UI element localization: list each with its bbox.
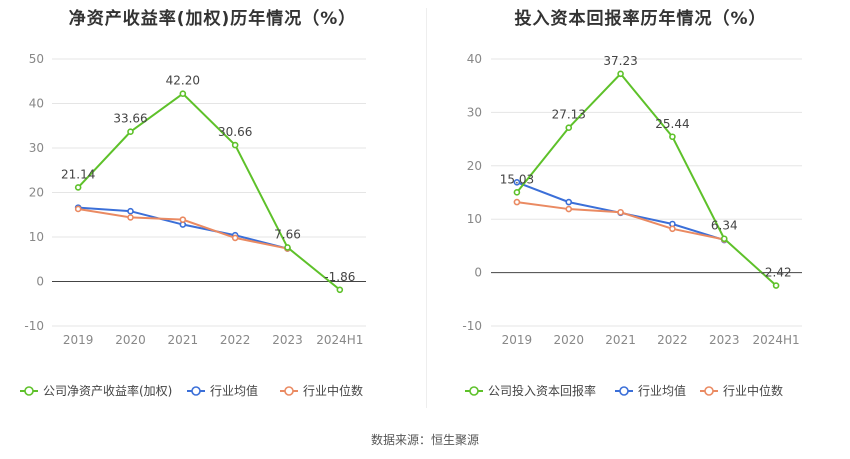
data-point-median[interactable] xyxy=(513,198,521,206)
data-point-median[interactable] xyxy=(231,234,239,242)
data-label: -2.42 xyxy=(761,266,792,280)
legend-label-company[interactable]: 公司净资产收益率(加权) xyxy=(43,383,172,398)
data-point-company[interactable] xyxy=(513,189,521,196)
x-tick-label: 2020 xyxy=(115,333,146,347)
roic-line-chart: -10 0 10 20 30 40 2019 2020 2021 2022 2023 2024H1 15… xyxy=(462,52,802,398)
x-tick-label: 2019 xyxy=(502,333,533,347)
y-tick-label: 0 xyxy=(36,275,44,289)
y-tick-label: 10 xyxy=(467,212,482,226)
y-tick-label: 10 xyxy=(29,230,44,244)
x-tick-label: 2020 xyxy=(553,333,584,347)
x-tick-label: 2023 xyxy=(709,333,740,347)
data-label: 6.34 xyxy=(711,219,738,233)
data-point-company[interactable] xyxy=(336,286,344,294)
series-line-company xyxy=(77,92,341,291)
data-label: 15.03 xyxy=(500,172,534,186)
legend-marker-dot[interactable] xyxy=(284,386,294,396)
x-tick-label: 2022 xyxy=(657,333,688,347)
data-point-company[interactable] xyxy=(565,124,573,132)
data-point-median[interactable] xyxy=(179,216,187,223)
data-point-median[interactable] xyxy=(74,205,82,213)
data-point-median[interactable] xyxy=(669,225,676,233)
data-point-median[interactable] xyxy=(565,205,573,213)
data-point-median[interactable] xyxy=(617,208,624,216)
data-source-note: 数据来源：恒生聚源 xyxy=(370,433,479,447)
data-label: 7.66 xyxy=(274,227,301,241)
roic-chart-title: 投入资本回报率历年情况（%） xyxy=(514,9,767,29)
roe-line-chart: -10 0 10 20 30 40 50 2019 2020 2021 2022 2023 2024H1… xyxy=(20,52,366,398)
data-point-company[interactable] xyxy=(284,244,291,251)
series-line-median xyxy=(516,201,725,241)
data-point-company[interactable] xyxy=(772,282,780,289)
data-label: 37.23 xyxy=(603,54,637,68)
legend-label-avg[interactable]: 行业均值 xyxy=(638,383,686,398)
y-tick-label: 20 xyxy=(29,186,44,200)
legend-label-median[interactable]: 行业中位数 xyxy=(723,383,783,398)
y-tick-label: -10 xyxy=(462,319,482,333)
legend-marker-dot[interactable] xyxy=(704,386,714,396)
data-label: 21.14 xyxy=(61,167,95,181)
legend-marker-dot[interactable] xyxy=(24,386,34,396)
data-point-avg[interactable] xyxy=(513,179,521,186)
data-label: -1.86 xyxy=(324,270,355,284)
y-tick-label: 30 xyxy=(29,141,44,155)
panel-divider xyxy=(426,8,427,408)
legend-marker-dot[interactable] xyxy=(469,386,479,396)
x-tick-label: 2024H1 xyxy=(752,333,799,347)
data-point-company[interactable] xyxy=(231,141,239,149)
x-tick-label: 2024H1 xyxy=(316,333,363,347)
data-label: 42.20 xyxy=(166,74,200,88)
y-tick-label: 50 xyxy=(29,52,44,66)
y-tick-label: -10 xyxy=(24,319,44,333)
data-label: 25.44 xyxy=(655,117,689,131)
roe-chart-panel: 净资产收益率(加权)历年情况（%） -10 0 10 20 30 40 50 2019 2020… xyxy=(0,0,425,420)
data-point-avg[interactable] xyxy=(127,207,134,215)
series-line-median xyxy=(78,207,288,250)
x-tick-label: 2022 xyxy=(220,333,251,347)
roic-chart-panel: 投入资本回报率历年情况（%） -10 0 10 20 30 40 2019 2020 2021 2… xyxy=(428,0,850,420)
data-point-company[interactable] xyxy=(617,70,624,78)
y-tick-label: 0 xyxy=(474,266,482,280)
roe-chart-title: 净资产收益率(加权)历年情况（%） xyxy=(68,9,357,29)
data-point-company[interactable] xyxy=(179,90,187,98)
legend-label-median[interactable]: 行业中位数 xyxy=(303,383,363,398)
x-tick-label: 2023 xyxy=(272,333,303,347)
legend-label-avg[interactable]: 行业均值 xyxy=(210,383,258,398)
data-label: 30.66 xyxy=(218,125,252,139)
data-point-company[interactable] xyxy=(127,128,134,136)
data-point-company[interactable] xyxy=(74,184,82,191)
y-tick-label: 40 xyxy=(467,52,482,66)
x-tick-label: 2021 xyxy=(168,333,199,347)
data-point-median[interactable] xyxy=(127,214,134,221)
data-label: 27.13 xyxy=(552,108,586,122)
legend-marker-dot[interactable] xyxy=(191,386,201,396)
series-line-company xyxy=(516,72,777,287)
y-tick-label: 30 xyxy=(467,105,482,119)
data-point-company[interactable] xyxy=(720,235,728,243)
x-tick-label: 2021 xyxy=(605,333,636,347)
x-tick-label: 2019 xyxy=(63,333,94,347)
y-tick-label: 40 xyxy=(29,97,44,111)
legend-marker-dot[interactable] xyxy=(619,386,629,396)
legend-label-company[interactable]: 公司投入资本回报率 xyxy=(488,383,596,398)
data-point-avg[interactable] xyxy=(565,198,573,206)
data-point-company[interactable] xyxy=(669,133,676,141)
y-tick-label: 20 xyxy=(467,159,482,173)
data-label: 33.66 xyxy=(113,112,147,126)
